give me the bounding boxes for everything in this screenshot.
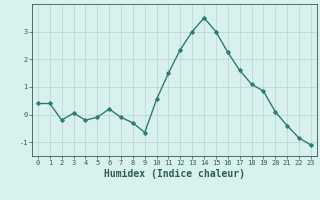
- X-axis label: Humidex (Indice chaleur): Humidex (Indice chaleur): [104, 169, 245, 179]
